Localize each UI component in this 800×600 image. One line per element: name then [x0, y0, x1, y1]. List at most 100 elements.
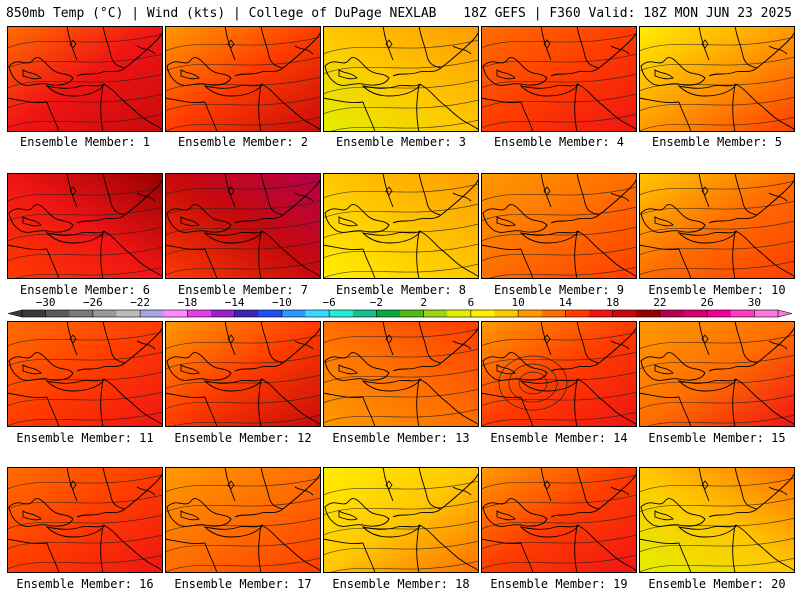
- temperature-map: [7, 467, 163, 573]
- temperature-map: [481, 321, 637, 427]
- colorbar: −30−26−22−18−14−10−6−2261014182226303438…: [8, 294, 792, 320]
- panel-label: Ensemble Member: 12: [174, 431, 312, 445]
- temperature-map: [165, 467, 321, 573]
- colorbar-swatch: [258, 310, 283, 317]
- colorbar-tick-label: 18: [606, 296, 619, 309]
- colorbar-swatch: [116, 310, 141, 317]
- ensemble-panel-8: [323, 173, 479, 279]
- temperature-map: [7, 321, 163, 427]
- panel-label: Ensemble Member: 8: [335, 283, 467, 297]
- ensemble-panel-15: [639, 321, 795, 427]
- temperature-map: [323, 173, 479, 279]
- panel-label: Ensemble Member: 3: [335, 135, 467, 149]
- colorbar-tick-label: 22: [653, 296, 666, 309]
- colorbar-tick-label: 10: [512, 296, 525, 309]
- panel-label: Ensemble Member: 10: [648, 283, 786, 297]
- ensemble-panel-12: [165, 321, 321, 427]
- colorbar-swatch: [234, 310, 259, 317]
- colorbar-swatch: [683, 310, 708, 317]
- ensemble-panel-6: [7, 173, 163, 279]
- colorbar-swatch: [376, 310, 401, 317]
- temperature-map: [7, 26, 163, 132]
- ensemble-panel-13: [323, 321, 479, 427]
- colorbar-swatch: [447, 310, 472, 317]
- ensemble-panel-11: [7, 321, 163, 427]
- temperature-map: [481, 26, 637, 132]
- colorbar-swatch: [541, 310, 566, 317]
- panel-label: Ensemble Member: 15: [648, 431, 786, 445]
- temperature-map: [639, 467, 795, 573]
- panel-label: Ensemble Member: 7: [177, 283, 309, 297]
- panel-label: Ensemble Member: 13: [332, 431, 470, 445]
- temperature-map: [165, 26, 321, 132]
- ensemble-panel-4: [481, 26, 637, 132]
- colorbar-swatch: [518, 310, 543, 317]
- colorbar-tick-label: −14: [225, 296, 245, 309]
- colorbar-svg: −30−26−22−18−14−10−6−2261014182226303438…: [8, 296, 792, 318]
- colorbar-tick-label: 2: [420, 296, 427, 309]
- panel-label: Ensemble Member: 9: [493, 283, 625, 297]
- ensemble-panel-2: [165, 26, 321, 132]
- temperature-map: [481, 173, 637, 279]
- ensemble-panel-1: [7, 26, 163, 132]
- panel-label: Ensemble Member: 20: [648, 577, 786, 591]
- panel-label: Ensemble Member: 4: [493, 135, 625, 149]
- colorbar-swatch: [400, 310, 424, 317]
- colorbar-swatch: [352, 310, 377, 317]
- panel-label: Ensemble Member: 18: [332, 577, 470, 591]
- colorbar-swatch: [69, 310, 94, 317]
- colorbar-swatch: [305, 310, 330, 317]
- colorbar-tick-label: −6: [323, 296, 336, 309]
- colorbar-swatch: [163, 310, 188, 317]
- temperature-map: [323, 467, 479, 573]
- panel-label: Ensemble Member: 17: [174, 577, 312, 591]
- colorbar-arrow-right: [777, 309, 792, 318]
- temperature-map: [481, 467, 637, 573]
- colorbar-swatch: [211, 310, 235, 317]
- temperature-map: [7, 173, 163, 279]
- colorbar-tick-label: −22: [130, 296, 150, 309]
- ensemble-panel-19: [481, 467, 637, 573]
- temperature-map: [639, 321, 795, 427]
- panel-label: Ensemble Member: 11: [16, 431, 154, 445]
- panel-label: Ensemble Member: 5: [651, 135, 783, 149]
- colorbar-swatch: [92, 310, 117, 317]
- colorbar-swatch: [140, 310, 165, 317]
- temperature-map: [165, 321, 321, 427]
- colorbar-swatch: [281, 310, 306, 317]
- colorbar-swatch: [754, 310, 779, 317]
- colorbar-tick-label: −2: [370, 296, 383, 309]
- colorbar-swatch: [659, 310, 684, 317]
- ensemble-panel-16: [7, 467, 163, 573]
- temperature-map: [639, 173, 795, 279]
- colorbar-swatch: [636, 310, 661, 317]
- colorbar-tick-label: 30: [748, 296, 761, 309]
- ensemble-panel-7: [165, 173, 321, 279]
- panel-label: Ensemble Member: 2: [177, 135, 309, 149]
- ensemble-panel-9: [481, 173, 637, 279]
- colorbar-tick-label: −18: [177, 296, 197, 309]
- temperature-map: [323, 26, 479, 132]
- ensemble-panel-20: [639, 467, 795, 573]
- ensemble-panel-14: [481, 321, 637, 427]
- ensemble-panel-17: [165, 467, 321, 573]
- valid-time: 18Z GEFS | F360 Valid: 18Z MON JUN 23 20…: [463, 6, 792, 21]
- colorbar-swatch: [22, 310, 46, 317]
- colorbar-swatch: [494, 310, 519, 317]
- panel-label: Ensemble Member: 16: [16, 577, 154, 591]
- temperature-map: [639, 26, 795, 132]
- colorbar-swatch: [589, 310, 613, 317]
- ensemble-panel-10: [639, 173, 795, 279]
- colorbar-tick-label: 6: [468, 296, 475, 309]
- colorbar-tick-label: 14: [559, 296, 573, 309]
- colorbar-swatch: [730, 310, 755, 317]
- panel-label: Ensemble Member: 1: [19, 135, 151, 149]
- colorbar-swatch: [470, 310, 495, 317]
- colorbar-tick-label: −30: [36, 296, 56, 309]
- chart-title: 850mb Temp (°C) | Wind (kts) | College o…: [6, 6, 437, 21]
- ensemble-panel-3: [323, 26, 479, 132]
- colorbar-swatch: [565, 310, 590, 317]
- colorbar-tick-label: −10: [272, 296, 292, 309]
- colorbar-swatch: [187, 310, 212, 317]
- colorbar-arrow-left: [8, 309, 23, 318]
